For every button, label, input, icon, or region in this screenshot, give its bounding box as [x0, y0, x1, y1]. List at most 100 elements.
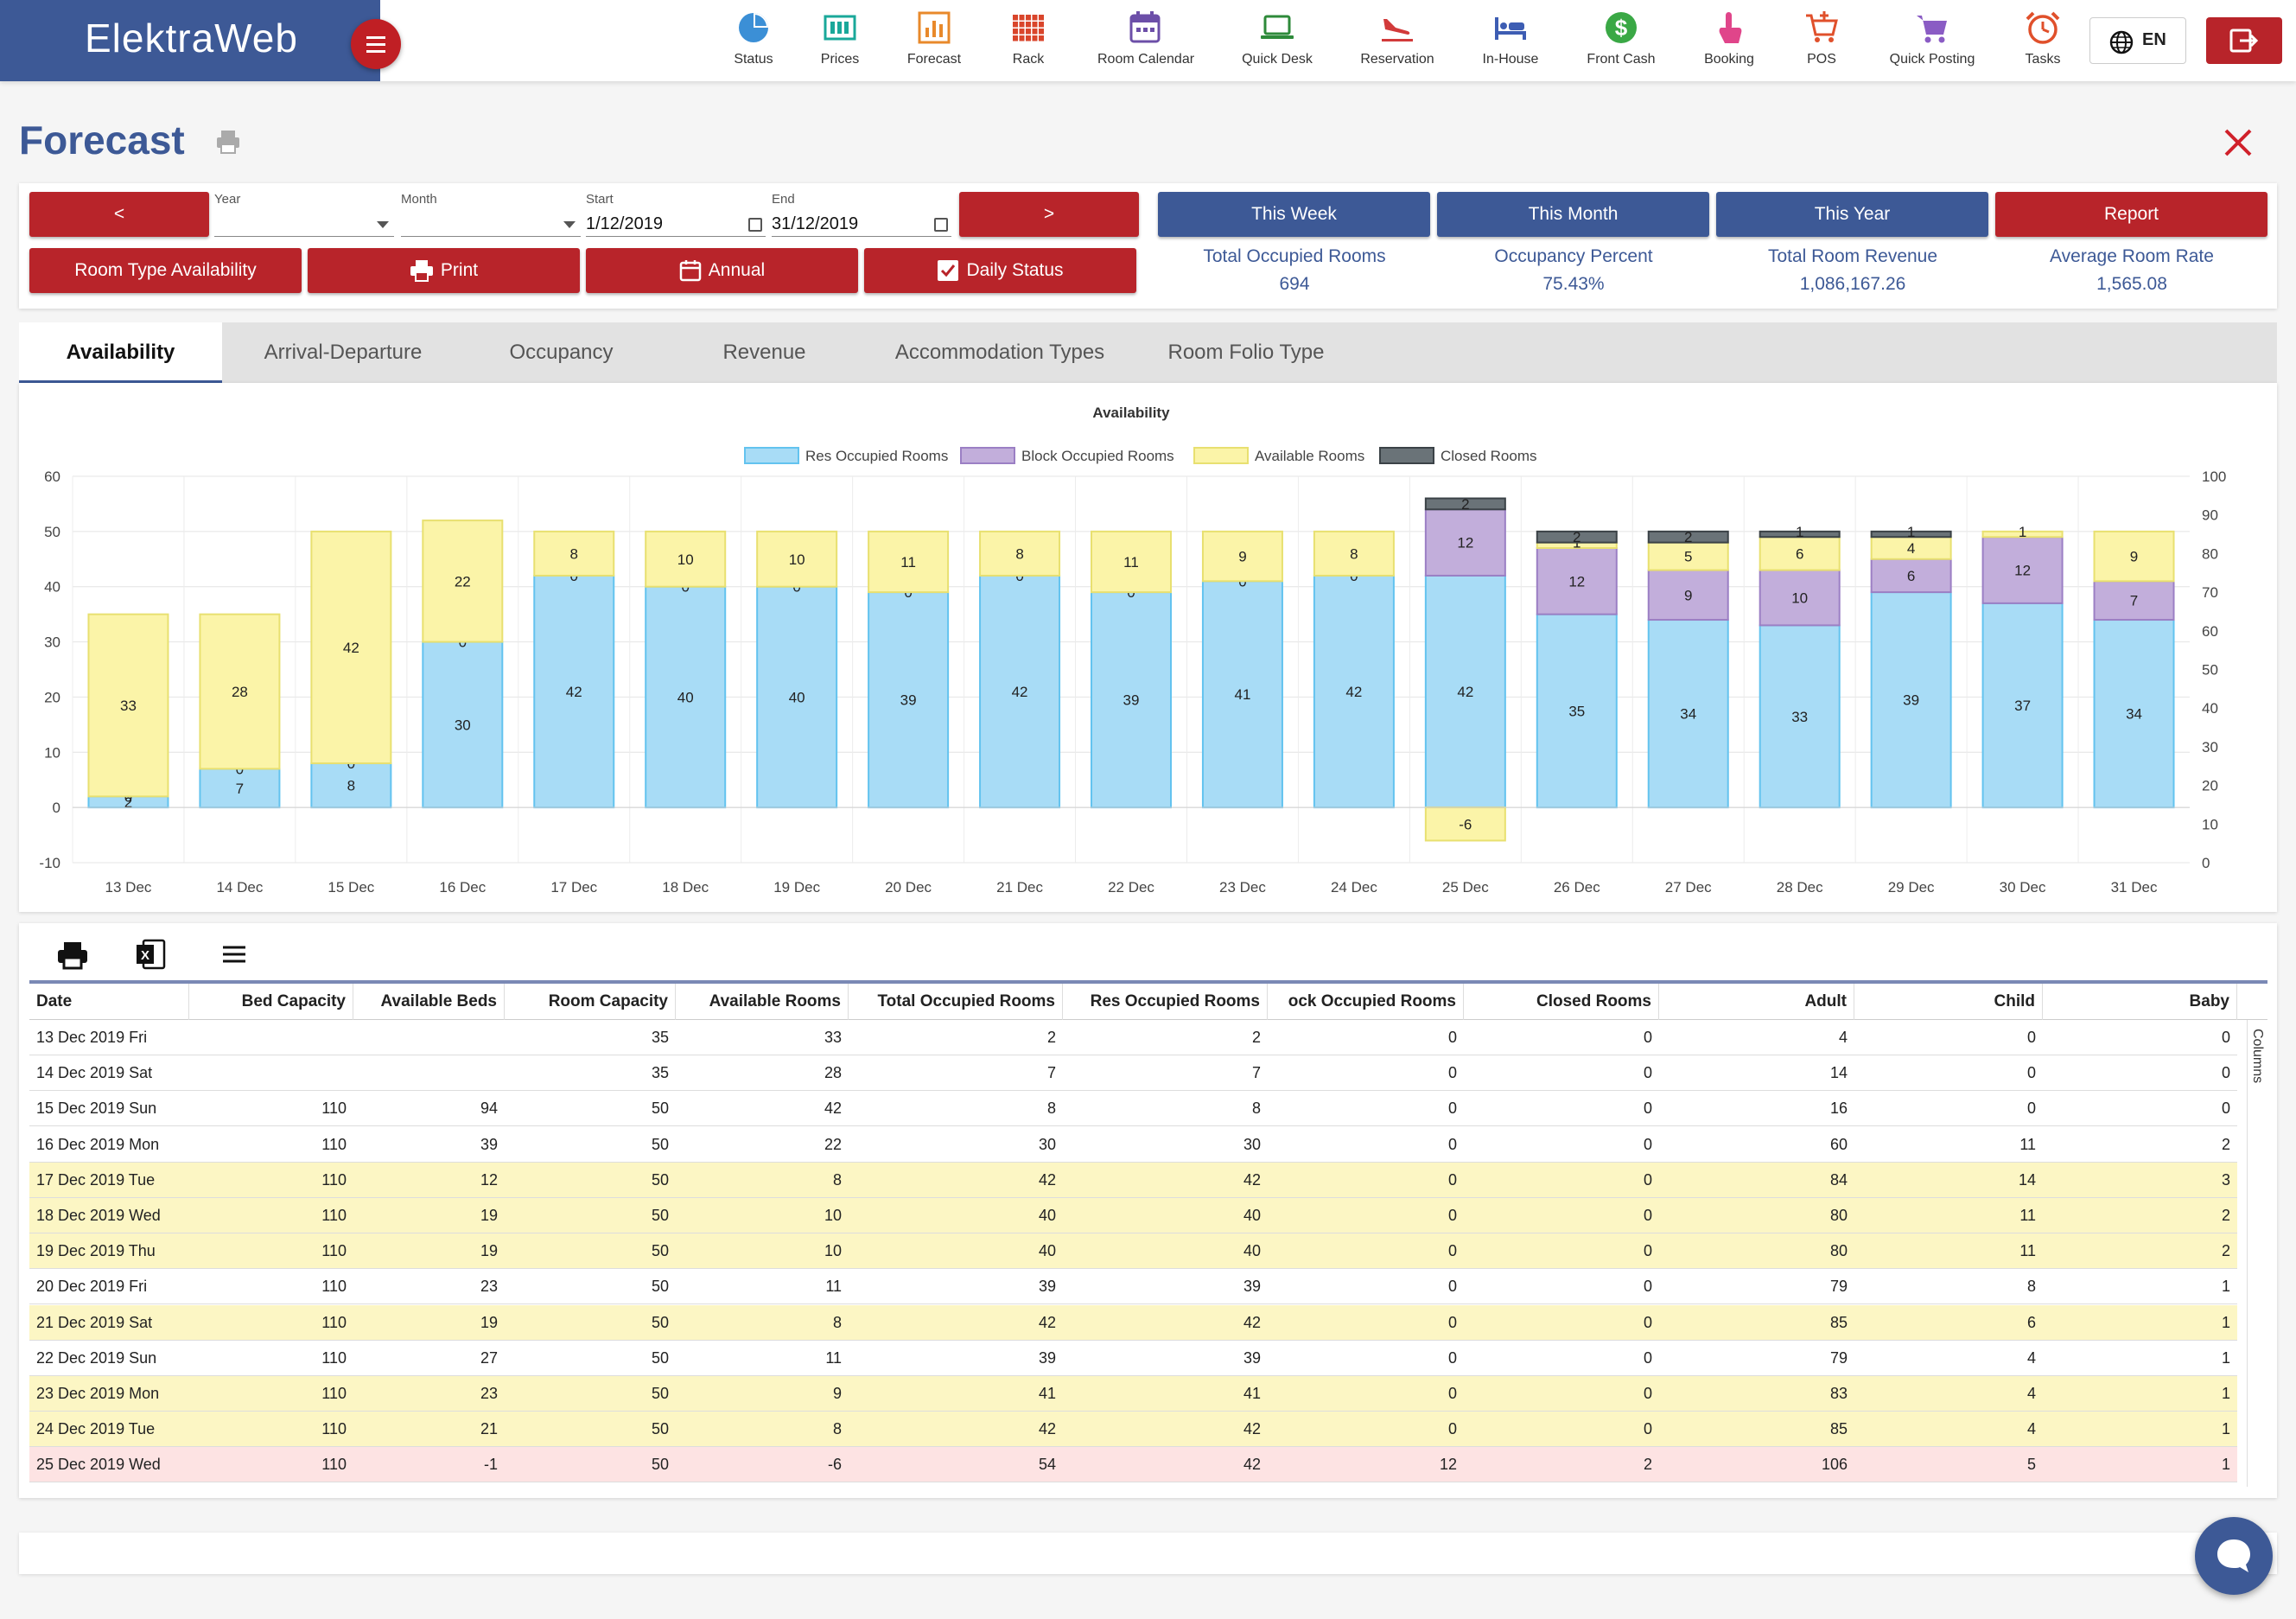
footer-bar: [19, 1533, 2277, 1574]
nav-item-forecast[interactable]: Forecast: [887, 7, 982, 76]
calendar-icon[interactable]: [748, 218, 762, 232]
excel-export-icon[interactable]: X: [131, 937, 169, 972]
tab-availability[interactable]: Availability: [19, 322, 222, 383]
table-cell: 0: [1447, 1135, 1457, 1153]
tab-arrival-departure[interactable]: Arrival-Departure: [264, 341, 423, 364]
column-header[interactable]: Available Beds: [353, 984, 505, 1020]
table-cell: 42: [1243, 1456, 1261, 1474]
data-label: 8: [1350, 545, 1358, 562]
year-select[interactable]: Year: [214, 187, 394, 237]
table-cell: 10: [824, 1242, 842, 1260]
table-row[interactable]: 14 Dec 2019 Sat 35 28 7 7 0 0 14 0 0: [29, 1055, 2237, 1092]
table-row[interactable]: 16 Dec 2019 Mon 110 39 50 22 30 30 0 0 60 11 2: [29, 1126, 2237, 1163]
columns-panel-toggle[interactable]: Columns: [2247, 1020, 2269, 1487]
start-date-field[interactable]: Start 1/12/2019: [586, 187, 766, 237]
column-header[interactable]: Date: [29, 984, 189, 1020]
table-cell: 14: [1829, 1064, 1848, 1082]
daily-status-button[interactable]: Daily Status: [864, 248, 1136, 293]
nav-item-status[interactable]: Status: [706, 7, 801, 76]
nav-item-tasks[interactable]: Tasks: [1995, 7, 2090, 76]
table-cell: 10: [824, 1207, 842, 1224]
y2-tick-label: 30: [2202, 739, 2218, 755]
bar-available-rooms: [199, 613, 281, 770]
column-header[interactable]: Res Occupied Rooms: [1063, 984, 1268, 1020]
y-tick-label: 40: [44, 579, 60, 596]
stat-total-room-revenue: Total Room Revenue 1,086,167.26: [1714, 244, 1991, 299]
main-menu-button[interactable]: [351, 19, 401, 69]
column-header[interactable]: Total Occupied Rooms: [849, 984, 1063, 1020]
menu-icon[interactable]: [214, 937, 252, 972]
end-date-field[interactable]: End 31/12/2019: [772, 187, 951, 237]
table-cell: 60: [1829, 1135, 1848, 1153]
room-type-availability-button[interactable]: Room Type Availability: [29, 248, 302, 293]
column-header[interactable]: Adult: [1659, 984, 1854, 1020]
nav-item-rack[interactable]: Rack: [981, 7, 1076, 76]
annual-button[interactable]: Annual: [586, 248, 858, 293]
nav-item-reservation[interactable]: Reservation: [1350, 7, 1445, 76]
print-button[interactable]: Print: [308, 248, 580, 293]
nav-item-label: In-House: [1482, 52, 1539, 67]
table-cell: 110: [321, 1456, 347, 1474]
tab-occupancy[interactable]: Occupancy: [509, 341, 614, 364]
tab-revenue[interactable]: Revenue: [722, 341, 806, 364]
logout-button[interactable]: [2206, 17, 2282, 64]
this-month-button[interactable]: This Month: [1437, 192, 1709, 237]
table-row[interactable]: 24 Dec 2019 Tue 110 21 50 8 42 42 0 0 85 4 1: [29, 1412, 2237, 1448]
nav-item-booking[interactable]: Booking: [1682, 7, 1777, 76]
chat-button[interactable]: [2195, 1517, 2273, 1595]
legend-label: Available Rooms: [1255, 448, 1364, 464]
table-cell: 0: [1643, 1207, 1652, 1224]
table-cell: 0: [1643, 1100, 1652, 1118]
nav-item-prices[interactable]: Prices: [792, 7, 887, 76]
nav-item-quick-desk[interactable]: Quick Desk: [1230, 7, 1325, 76]
column-header[interactable]: ock Occupied Rooms: [1268, 984, 1464, 1020]
column-header[interactable]: Room Capacity: [505, 984, 676, 1020]
column-header[interactable]: Child: [1854, 984, 2043, 1020]
column-header[interactable]: Baby: [2043, 984, 2237, 1020]
table-row[interactable]: 23 Dec 2019 Mon 110 23 50 9 41 41 0 0 83 4 1: [29, 1376, 2237, 1412]
this-week-button[interactable]: This Week: [1158, 192, 1430, 237]
close-icon[interactable]: [2221, 125, 2255, 160]
nav-item-room-calendar[interactable]: Room Calendar: [1097, 7, 1194, 76]
table-cell: 110: [321, 1100, 347, 1118]
report-button[interactable]: Report: [1995, 192, 2267, 237]
data-label: 42: [343, 640, 359, 656]
nav-item-front-cash[interactable]: $ Front Cash: [1574, 7, 1669, 76]
column-header[interactable]: Closed Rooms: [1464, 984, 1659, 1020]
print-icon[interactable]: [54, 937, 92, 972]
next-period-button[interactable]: >: [959, 192, 1139, 237]
calendar-icon[interactable]: [934, 218, 948, 232]
table-cell: 1: [2221, 1456, 2230, 1474]
table-row[interactable]: 15 Dec 2019 Sun 110 94 50 42 8 8 0 0 16 0 0: [29, 1091, 2237, 1127]
nav-item-in-house[interactable]: In-House: [1463, 7, 1558, 76]
table-row[interactable]: 17 Dec 2019 Tue 110 12 50 8 42 42 0 0 84 14 3: [29, 1162, 2237, 1198]
table-cell: 19: [480, 1313, 498, 1331]
x-tick-label: 16 Dec: [439, 879, 486, 896]
column-header[interactable]: Available Rooms: [676, 984, 849, 1020]
table-cell: 8: [832, 1313, 842, 1331]
x-tick-label: 19 Dec: [773, 879, 820, 896]
cart-plus-icon: [1806, 11, 1838, 42]
table-row[interactable]: 22 Dec 2019 Sun 110 27 50 11 39 39 0 0 79 4 1: [29, 1340, 2237, 1376]
print-icon[interactable]: [214, 128, 242, 156]
table-row[interactable]: 13 Dec 2019 Fri 35 33 2 2 0 0 4 0 0: [29, 1020, 2237, 1055]
this-year-button[interactable]: This Year: [1716, 192, 1988, 237]
column-header[interactable]: Bed Capacity: [189, 984, 353, 1020]
month-select[interactable]: Month: [401, 187, 581, 237]
nav-item-pos[interactable]: POS: [1774, 7, 1869, 76]
tab-room-folio-type[interactable]: Room Folio Type: [1167, 341, 1325, 364]
table-cell: 54: [1038, 1456, 1056, 1474]
bar-block-occupied-rooms: [2093, 580, 2175, 621]
nav-item-quick-posting[interactable]: Quick Posting: [1885, 7, 1980, 76]
table-row[interactable]: 18 Dec 2019 Wed 110 19 50 10 40 40 0 0 80 11 2: [29, 1198, 2237, 1233]
table-cell: 40: [1243, 1242, 1261, 1260]
tab-accommodation-types[interactable]: Accommodation Types: [894, 341, 1105, 364]
table-cell: 30: [1243, 1135, 1261, 1153]
table-row[interactable]: 21 Dec 2019 Sat 110 19 50 8 42 42 0 0 85 6 1: [29, 1304, 2237, 1341]
table-row[interactable]: 25 Dec 2019 Wed 110 -1 50 -6 54 42 12 2 106 5 1: [29, 1447, 2237, 1483]
language-selector[interactable]: EN: [2089, 17, 2186, 64]
previous-period-button[interactable]: <: [29, 192, 209, 237]
brand-logo[interactable]: ElektraWeb: [0, 0, 380, 81]
table-row[interactable]: 20 Dec 2019 Fri 110 23 50 11 39 39 0 0 79 8 1: [29, 1269, 2237, 1305]
table-row[interactable]: 19 Dec 2019 Thu 110 19 50 10 40 40 0 0 80 11 2: [29, 1233, 2237, 1270]
